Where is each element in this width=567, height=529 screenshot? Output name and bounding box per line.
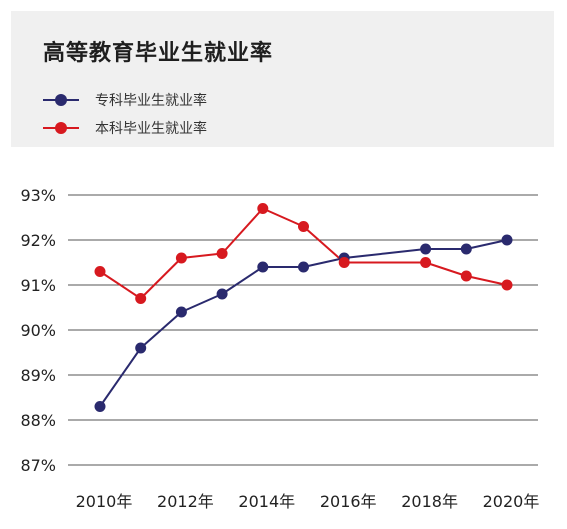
y-tick-label: 87% [20, 456, 56, 475]
y-tick-label: 93% [20, 186, 56, 205]
data-point-0 [501, 234, 513, 246]
legend-swatch-undergraduate [43, 118, 79, 138]
data-point-1 [216, 248, 228, 259]
data-point-0 [175, 306, 187, 318]
legend-item-undergraduate: 本科毕业生就业率 [43, 118, 207, 138]
data-point-0 [94, 401, 106, 412]
legend-swatch-vocational [43, 90, 79, 110]
data-point-1 [175, 252, 187, 264]
y-tick-label: 88% [20, 411, 56, 430]
legend-label-undergraduate: 本科毕业生就业率 [95, 121, 207, 137]
x-tick-label: 2020年 [483, 492, 540, 511]
data-point-1 [94, 266, 106, 277]
x-tick-label: 2014年 [238, 492, 295, 511]
x-tick-label: 2016年 [320, 492, 377, 511]
legend-item-vocational: 专科毕业生就业率 [43, 90, 207, 110]
y-tick-label: 92% [20, 231, 56, 250]
data-point-0 [298, 261, 309, 273]
data-point-1 [338, 257, 350, 268]
data-point-1 [257, 203, 269, 214]
data-point-0 [460, 243, 472, 255]
x-tick-label: 2010年 [76, 492, 133, 511]
chart-title: 高等教育毕业生就业率 [43, 41, 274, 66]
data-point-1 [135, 293, 147, 304]
x-tick-label: 2012年 [157, 492, 214, 511]
data-point-0 [420, 243, 432, 255]
legend-label-vocational: 专科毕业生就业率 [95, 93, 207, 109]
y-tick-label: 89% [20, 366, 56, 385]
y-tick-label: 91% [20, 276, 56, 295]
data-point-1 [298, 221, 309, 232]
series-line-1 [99, 207, 508, 300]
data-point-0 [135, 342, 147, 354]
line-chart: 87% 88% 89% 90% 91% 92% 93% 2010年 2012年 2014年 2016… [20, 186, 540, 511]
data-point-0 [216, 288, 228, 300]
data-point-0 [257, 261, 269, 273]
chart-header: 高等教育毕业生就业率 专科毕业生就业率 本科毕业生就业率 [11, 11, 554, 147]
y-tick-label: 90% [20, 321, 56, 340]
x-tick-label: 2018年 [401, 492, 458, 511]
data-point-1 [460, 270, 472, 282]
data-point-1 [420, 257, 432, 268]
data-point-1 [501, 279, 513, 291]
